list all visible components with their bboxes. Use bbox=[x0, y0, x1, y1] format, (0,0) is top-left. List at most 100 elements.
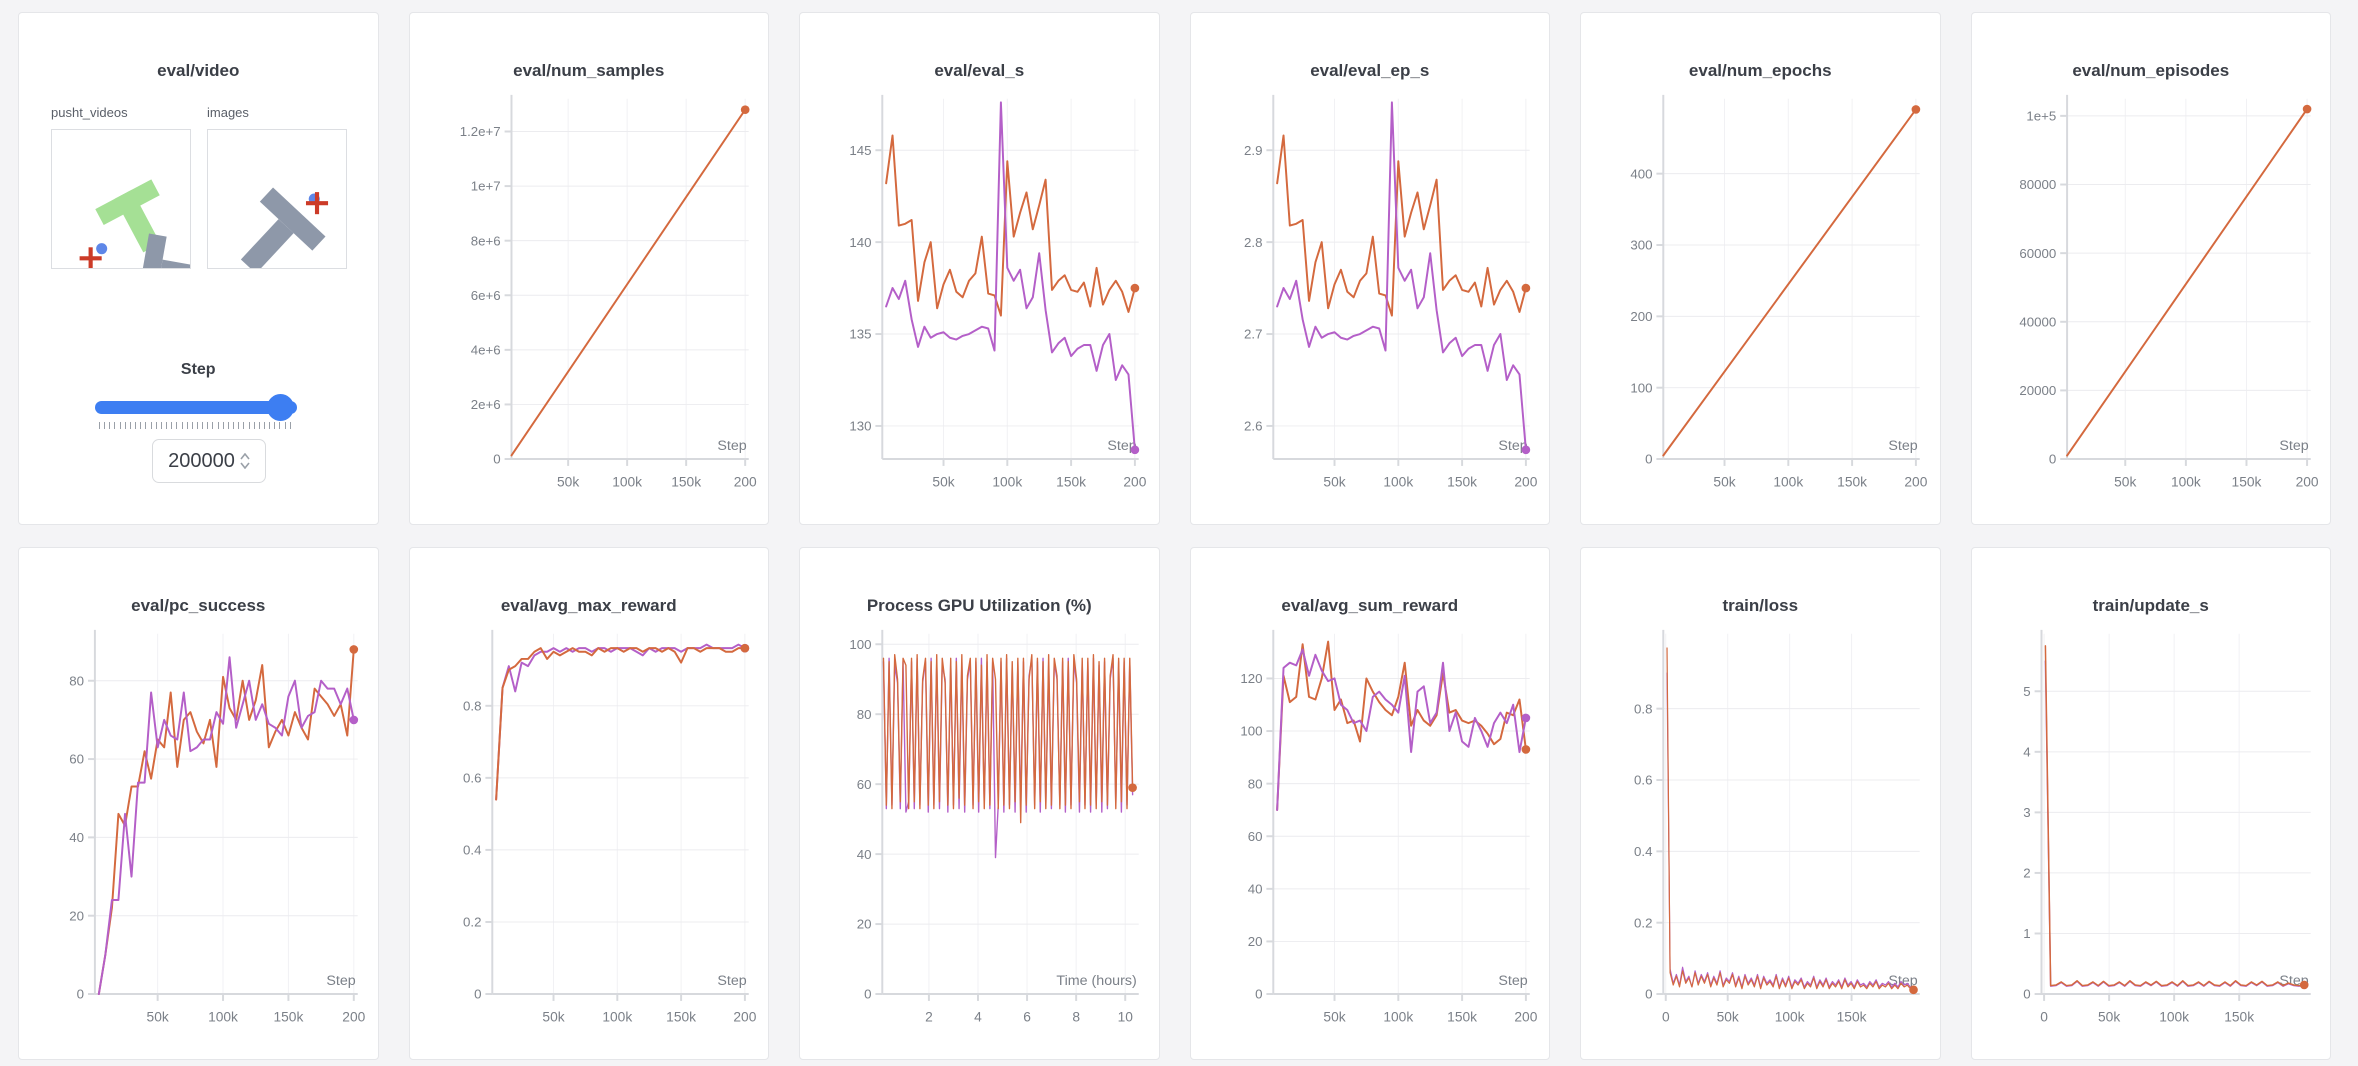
stepper-arrows[interactable] bbox=[240, 453, 250, 469]
svg-text:50k: 50k bbox=[557, 475, 579, 490]
chart-title: eval/num_episodes bbox=[2072, 61, 2230, 80]
panel-train-loss: train/loss 0 0.2 0.4 0.6 0.8 0 50k 100k 150k Step bbox=[1580, 547, 1941, 1060]
svg-text:0: 0 bbox=[2023, 987, 2030, 1002]
svg-text:100k: 100k bbox=[208, 1010, 238, 1025]
chart-canvas[interactable]: 0 1 2 3 4 5 0 50k 100k 150k Step bbox=[1978, 618, 2325, 1051]
svg-text:Step: Step bbox=[717, 438, 746, 454]
svg-text:20: 20 bbox=[69, 908, 84, 923]
svg-text:6: 6 bbox=[1023, 1010, 1031, 1025]
chart-canvas[interactable]: 0 0.2 0.4 0.6 0.8 50k 100k 150k 200 Step bbox=[416, 618, 763, 1051]
panel-process-gpu-utilization: Process GPU Utilization (%) 0 20 40 60 80 100… bbox=[799, 547, 1160, 1060]
svg-text:0.8: 0.8 bbox=[463, 698, 481, 713]
svg-text:3: 3 bbox=[2023, 805, 2030, 820]
chart-canvas[interactable]: 2.6 2.7 2.8 2.9 50k 100k 150k 200 Step bbox=[1197, 83, 1544, 516]
chart-title: eval/num_epochs bbox=[1688, 61, 1832, 80]
panel-eval-pc-success: eval/pc_success 0 20 40 60 80 50k 100k 150k 200 S… bbox=[18, 547, 379, 1060]
chart-canvas[interactable]: 0 20 40 60 80 50k 100k 150k 200 Step bbox=[25, 618, 372, 1051]
chart-canvas[interactable]: 0 100 200 300 400 50k 100k 150k 200 Step bbox=[1587, 83, 1934, 516]
svg-text:60000: 60000 bbox=[2019, 246, 2056, 261]
svg-text:0.4: 0.4 bbox=[1634, 844, 1652, 859]
step-input-value[interactable]: 200000 bbox=[168, 449, 235, 472]
svg-text:80: 80 bbox=[69, 673, 84, 688]
chart-title: eval/pc_success bbox=[131, 596, 266, 615]
svg-text:100: 100 bbox=[1630, 380, 1652, 395]
panel-eval-video: eval/video pusht_videos images bbox=[18, 12, 379, 525]
svg-text:150k: 150k bbox=[2231, 475, 2261, 490]
svg-text:150k: 150k bbox=[1056, 475, 1086, 490]
svg-text:10: 10 bbox=[1118, 1010, 1134, 1025]
svg-text:2: 2 bbox=[925, 1010, 933, 1025]
svg-text:50k: 50k bbox=[1717, 1010, 1739, 1025]
svg-text:1e+5: 1e+5 bbox=[2026, 109, 2056, 124]
svg-text:300: 300 bbox=[1630, 238, 1652, 253]
panel-eval-num-epochs: eval/num_epochs 0 100 200 300 400 50k 100k 150k… bbox=[1580, 12, 1941, 525]
svg-text:200: 200 bbox=[1514, 1010, 1537, 1025]
slider-track[interactable] bbox=[95, 401, 297, 414]
svg-text:60: 60 bbox=[1247, 829, 1262, 844]
target-cross-icon bbox=[305, 192, 329, 215]
svg-text:4: 4 bbox=[2023, 744, 2030, 759]
svg-text:100: 100 bbox=[1240, 724, 1262, 739]
svg-text:100k: 100k bbox=[1773, 475, 1803, 490]
svg-text:150k: 150k bbox=[671, 475, 701, 490]
panel-train-update-s: train/update_s 0 1 2 3 4 5 0 50k 100k 150k Step bbox=[1970, 547, 2331, 1060]
chevron-down-icon[interactable] bbox=[240, 462, 250, 469]
svg-text:200: 200 bbox=[733, 1010, 756, 1025]
pusht-video-thumbnail[interactable] bbox=[51, 129, 191, 269]
svg-text:Step: Step bbox=[717, 973, 746, 989]
chart-svg: 0 20 40 60 80 100 120 50k 100k 150k 200 Step bbox=[1240, 629, 1537, 1025]
svg-text:0: 0 bbox=[474, 987, 481, 1002]
svg-text:50k: 50k bbox=[2098, 1010, 2120, 1025]
svg-text:0: 0 bbox=[1662, 1010, 1670, 1025]
chart-svg: 0 20000 40000 60000 80000 1e+5 50k 100k 150k 200 S… bbox=[2019, 94, 2318, 490]
gray-t-shape bbox=[240, 187, 326, 268]
svg-text:100k: 100k bbox=[1383, 475, 1413, 490]
slider-tickmarks bbox=[99, 422, 291, 430]
step-slider[interactable] bbox=[95, 394, 297, 421]
chart-svg: 0 0.2 0.4 0.6 0.8 50k 100k 150k 200 Step bbox=[463, 629, 756, 1025]
svg-text:40: 40 bbox=[1247, 881, 1262, 896]
svg-text:20: 20 bbox=[857, 917, 872, 932]
svg-text:2.9: 2.9 bbox=[1244, 143, 1262, 158]
video-panel-body: pusht_videos images bbox=[25, 83, 372, 495]
svg-text:40: 40 bbox=[69, 830, 84, 845]
svg-text:150k: 150k bbox=[1837, 475, 1867, 490]
panel-eval-num-samples: eval/num_samples 0 2e+6 4e+6 6e+6 8e+6 1e+7 1.… bbox=[408, 12, 769, 525]
svg-text:0: 0 bbox=[2048, 452, 2055, 467]
svg-text:8e+6: 8e+6 bbox=[470, 233, 500, 248]
svg-text:0: 0 bbox=[1645, 452, 1652, 467]
chart-title: Process GPU Utilization (%) bbox=[866, 596, 1092, 615]
svg-text:0: 0 bbox=[1255, 987, 1262, 1002]
svg-text:80000: 80000 bbox=[2019, 177, 2056, 192]
step-input[interactable]: 200000 bbox=[152, 439, 266, 483]
svg-text:60: 60 bbox=[857, 777, 872, 792]
svg-text:150k: 150k bbox=[1447, 475, 1477, 490]
svg-text:150k: 150k bbox=[2224, 1010, 2254, 1025]
chart-svg: 0 100 200 300 400 50k 100k 150k 200 Step bbox=[1630, 94, 1928, 490]
svg-text:6e+6: 6e+6 bbox=[470, 288, 500, 303]
svg-text:150k: 150k bbox=[273, 1010, 303, 1025]
slider-thumb[interactable] bbox=[267, 394, 294, 421]
svg-text:200: 200 bbox=[342, 1010, 365, 1025]
svg-text:140: 140 bbox=[849, 235, 871, 250]
svg-text:100k: 100k bbox=[1383, 1010, 1413, 1025]
chart-svg: 0 20 40 60 80 100 2 4 6 8 10 Time (hours) bbox=[849, 629, 1139, 1025]
chevron-up-icon[interactable] bbox=[240, 453, 250, 460]
green-t-shape bbox=[95, 179, 161, 253]
svg-text:120: 120 bbox=[1240, 671, 1262, 686]
svg-text:400: 400 bbox=[1630, 166, 1652, 181]
chart-canvas[interactable]: 130 135 140 145 50k 100k 150k 200 Step bbox=[806, 83, 1153, 516]
svg-text:20: 20 bbox=[1247, 934, 1262, 949]
svg-text:100k: 100k bbox=[992, 475, 1022, 490]
chart-canvas[interactable]: 0 20 40 60 80 100 2 4 6 8 10 Time (hours) bbox=[806, 618, 1153, 1051]
chart-canvas[interactable]: 0 0.2 0.4 0.6 0.8 0 50k 100k 150k Step bbox=[1587, 618, 1934, 1051]
images-thumbnail[interactable] bbox=[207, 129, 347, 269]
chart-canvas[interactable]: 0 20000 40000 60000 80000 1e+5 50k 100k 150k 200 S… bbox=[1978, 83, 2325, 516]
chart-canvas[interactable]: 0 2e+6 4e+6 6e+6 8e+6 1e+7 1.2e+7 50k 100k 150k 20… bbox=[416, 83, 763, 516]
svg-text:1e+7: 1e+7 bbox=[470, 179, 500, 194]
svg-text:150k: 150k bbox=[1837, 1010, 1867, 1025]
svg-text:200: 200 bbox=[1123, 475, 1146, 490]
chart-canvas[interactable]: 0 20 40 60 80 100 120 50k 100k 150k 200 Step bbox=[1197, 618, 1544, 1051]
svg-text:100k: 100k bbox=[1775, 1010, 1805, 1025]
gray-t-shape bbox=[137, 233, 190, 268]
